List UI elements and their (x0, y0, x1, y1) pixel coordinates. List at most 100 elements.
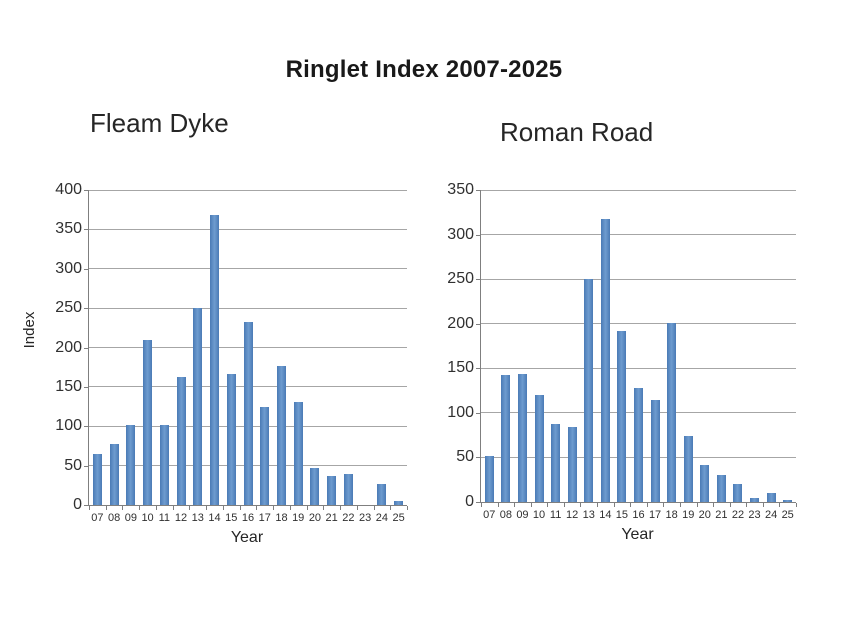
x-tick-label: 12 (174, 512, 188, 524)
bar-13 (193, 308, 203, 505)
y-axis-tick (84, 505, 88, 506)
bar-09 (517, 373, 527, 502)
x-tick-label: 21 (325, 512, 338, 524)
x-axis-tick (390, 506, 392, 510)
x-tick-label: 13 (582, 509, 595, 521)
y-axis-tick (84, 308, 88, 310)
bar-15 (617, 330, 627, 502)
x-tick-label: 08 (499, 509, 512, 521)
x-tick-label: 08 (107, 512, 121, 524)
x-tick-label: 18 (275, 512, 288, 524)
x-tick-label: 09 (124, 512, 137, 524)
gridline (89, 307, 407, 309)
plot-area (480, 189, 796, 503)
x-tick-label: 07 (483, 509, 496, 521)
y-axis-tick (476, 368, 480, 370)
bar-14 (600, 218, 610, 502)
gridline (89, 268, 407, 270)
page-title: Ringlet Index 2007-2025 (285, 56, 563, 83)
x-tick-label: 24 (375, 512, 388, 524)
bar-07 (484, 455, 494, 502)
y-tick-label: 250 (55, 299, 82, 317)
y-tick-label: 350 (447, 181, 474, 198)
y-tick-label: 250 (447, 270, 474, 288)
x-axis-tick (514, 503, 516, 507)
y-tick-label: 300 (55, 259, 82, 277)
y-axis-tick (84, 347, 88, 349)
y-tick-label: 300 (447, 225, 474, 243)
bar-22 (733, 484, 743, 502)
x-axis-tick (696, 503, 698, 507)
bar-07 (92, 453, 102, 505)
x-tick-label: 15 (615, 509, 629, 521)
x-axis-tick (155, 506, 157, 510)
y-tick-label: 150 (55, 377, 82, 395)
gridline (481, 323, 796, 325)
x-axis-tick (105, 506, 107, 510)
x-axis-tick (530, 503, 532, 507)
y-tick-label: 350 (55, 220, 82, 238)
y-tick-label: 100 (447, 403, 474, 421)
x-tick-label: 10 (141, 512, 154, 524)
x-axis-tick (122, 506, 124, 510)
bar-13 (584, 279, 594, 502)
x-axis-tick (206, 506, 208, 510)
x-axis-tick (613, 503, 615, 507)
x-axis-tick (729, 503, 731, 507)
x-tick-label: 11 (549, 509, 562, 521)
x-tick-label: 10 (532, 509, 546, 521)
y-tick-label: 100 (55, 417, 82, 435)
y-axis-tick (476, 323, 480, 325)
y-axis-tick (84, 268, 88, 270)
x-axis-tick (679, 503, 681, 507)
x-tick-label: 20 (698, 509, 711, 521)
x-tick-label: 13 (191, 512, 204, 524)
bar-16 (243, 322, 253, 505)
y-axis-tick (476, 279, 480, 281)
y-axis-tick (476, 190, 480, 191)
bar-10 (534, 395, 544, 502)
bar-08 (109, 443, 119, 505)
x-axis-tick (796, 503, 797, 507)
y-tick-label: 0 (73, 496, 82, 513)
bar-11 (159, 424, 169, 505)
chart-roman-road: Roman Road Year 0 50 100 150 200 250 300 350 07 0… (440, 105, 848, 585)
x-tick-label: 24 (764, 509, 778, 521)
x-axis-tick (407, 506, 408, 510)
y-tick-label: 400 (55, 181, 82, 198)
x-axis-tick (646, 503, 648, 507)
bar-21 (716, 475, 726, 502)
bar-09 (126, 425, 136, 505)
x-tick-label: 14 (599, 509, 612, 521)
x-axis-tick (713, 503, 715, 507)
chart-title: Fleam Dyke (90, 108, 229, 138)
bar-11 (551, 424, 561, 502)
x-axis-tick (256, 506, 258, 510)
bar-24 (377, 483, 387, 505)
x-tick-label: 16 (632, 509, 645, 521)
bar-21 (327, 475, 337, 505)
y-axis-tick (84, 426, 88, 428)
x-tick-label: 09 (516, 509, 529, 521)
bar-12 (176, 376, 186, 505)
gridline (89, 189, 407, 191)
y-axis-tick (476, 502, 480, 503)
bar-18 (667, 322, 677, 502)
y-axis-tick (84, 386, 88, 388)
x-tick-label: 19 (292, 512, 305, 524)
chart-fleam-dyke: Fleam Dyke Index Year 0 50 100 150 200 250 300… (20, 105, 430, 585)
x-axis-tick (481, 503, 482, 507)
x-tick-label: 15 (225, 512, 238, 524)
gridline (481, 234, 796, 236)
x-tick-label: 22 (342, 512, 355, 524)
bar-22 (343, 473, 353, 505)
x-tick-label: 16 (241, 512, 255, 524)
x-axis-tick (189, 506, 191, 510)
x-axis-tick (222, 506, 224, 510)
plot-area (88, 189, 407, 506)
x-tick-label: 17 (648, 509, 662, 521)
x-axis-tick (139, 506, 141, 510)
y-tick-label: 50 (64, 456, 82, 474)
x-tick-label: 11 (158, 512, 171, 524)
x-axis-tick (762, 503, 764, 507)
